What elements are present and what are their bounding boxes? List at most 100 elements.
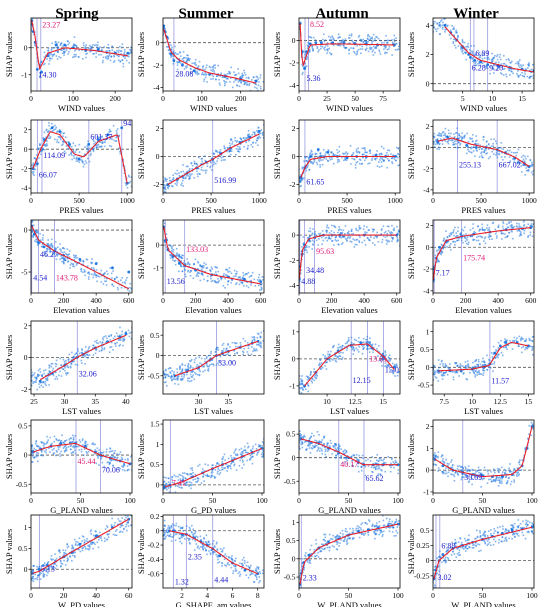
scatter-dot [171,376,173,378]
scatter-dot [467,140,470,143]
scatter-dot [453,234,455,237]
scatter-dot [118,339,121,341]
scatter-dot [474,360,476,363]
threshold-label: 13.56 [167,277,185,286]
panel-frame [432,320,535,395]
scatter-dot [62,251,64,254]
scatter-dot [516,337,518,339]
scatter-dot [532,63,534,66]
scatter-dot [331,224,333,227]
scatter-dot [378,166,381,168]
scatter-dot [256,349,258,352]
scatter-dot [205,267,208,269]
scatter-dot [67,147,70,150]
scatter-dot [372,49,374,51]
scatter-dot [463,372,465,374]
scatter-dot [361,162,364,165]
scatter-dot [80,270,83,272]
scatter-dot [238,148,241,150]
scatter-dot [256,139,258,142]
scatter-dot [68,41,71,44]
scatter-dot [64,152,67,155]
scatter-dot [262,131,264,134]
scatter-dot [481,236,484,239]
scatter-dot [477,225,479,228]
scatter-dot [363,147,366,149]
scatter-dot [382,147,385,150]
scatter-dot [245,82,247,84]
scatter-dot [43,56,46,58]
scatter-dot [371,242,374,244]
scatter-dot [441,251,444,254]
scatter-dot [507,152,510,155]
scatter-dot [244,139,246,141]
scatter-dot [187,380,189,382]
scatter-dot [80,159,83,161]
scatter-dot [354,167,357,169]
scatter-dot [163,179,165,182]
scatter-dot [250,143,253,146]
scatter-dot [117,288,119,291]
data-point [63,43,67,47]
scatter-dot [105,280,108,282]
x-axis-label: PRES values [191,205,235,215]
scatter-dot [35,163,37,165]
scatter-dot [165,184,167,187]
scatter-dot [392,42,394,45]
scatter-dot [435,140,438,142]
scatter-dot [461,239,463,242]
scatter-dot [65,45,67,47]
scatter-dot [166,239,168,241]
y-tick-label: 0 [24,353,28,362]
scatter-dot [260,129,263,131]
scatter-dot [513,161,516,163]
scatter-dot [73,355,75,358]
scatter-dot [463,226,466,229]
scatter-dot [394,159,397,162]
fit-curve [163,226,261,285]
scatter-dot [467,365,469,368]
scatter-dot [459,142,462,145]
scatter-dot [226,347,228,350]
scatter-dot [207,367,210,370]
scatter-dot [36,460,39,463]
scatter-dot [172,174,174,176]
scatter-dot [108,131,110,133]
scatter-dot [240,81,242,84]
scatter-dot [177,260,180,262]
scatter-dot [336,161,339,164]
scatter-dot [62,135,64,137]
scatter-dot [464,134,466,137]
scatter-dot [454,44,456,47]
scatter-dot [391,162,394,165]
scatter-dot [189,271,191,273]
scatter-dot [84,354,86,357]
scatter-dot [114,456,116,458]
scatter-dot [96,280,98,283]
scatter-dot [173,371,175,373]
scatter-dot [513,336,516,339]
scatter-dot [95,56,97,58]
scatter-dot [92,443,95,446]
scatter-dot [117,59,120,62]
scatter-dot [230,148,233,150]
scatter-dot [255,75,258,78]
scatter-dot [338,228,341,230]
scatter-dot [185,66,188,69]
scatter-dot [488,359,491,362]
fit-curve [437,137,530,168]
scatter-dot [247,286,250,289]
scatter-dot [178,270,180,273]
scatter-dot [433,265,436,267]
scatter-dot [121,43,124,45]
scatter-dot [213,72,216,74]
scatter-dot [495,230,498,233]
scatter-dot [215,364,218,366]
scatter-dot [380,152,383,155]
data-point [58,130,62,134]
scatter-dot [387,239,389,242]
scatter-dot [474,61,477,63]
scatter-dot [319,157,321,160]
x-tick-label: 10 [489,94,497,103]
scatter-dot [349,145,352,147]
